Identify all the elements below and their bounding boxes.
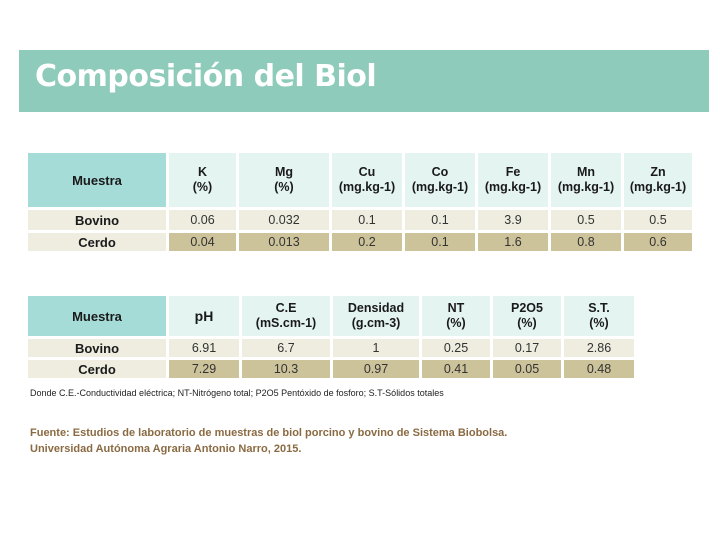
column-header-line1: Cu	[358, 165, 376, 179]
table-cell: 0.06	[169, 210, 236, 230]
column-header-line1: P2O5	[511, 301, 543, 315]
table-cell: 0.1	[332, 210, 402, 230]
row-label: Cerdo	[28, 360, 166, 378]
column-header-fe: Fe (mg.kg-1)	[478, 153, 548, 207]
table-cell: 1.6	[478, 233, 548, 251]
table-row-bovino: Bovino 6.91 6.7 1 0.25 0.17 2.86	[28, 339, 634, 357]
column-header-line1: Fe	[505, 165, 521, 179]
table-cell: 2.86	[564, 339, 634, 357]
abbreviations-note: Donde C.E.-Conductividad eléctrica; NT-N…	[30, 388, 444, 398]
composition-table-minerals: Muestra K (%) Mg (%) Cu (mg.kg-1) Co (mg.kg-…	[25, 150, 695, 254]
column-header-line1: pH	[194, 307, 214, 324]
column-header-line2: (%)	[517, 316, 537, 330]
source-line-2: Universidad Autónoma Agraria Antonio Nar…	[30, 443, 302, 455]
source-citation: Fuente: Estudios de laboratorio de muest…	[30, 425, 507, 457]
column-header-line2: (mS.cm-1)	[255, 316, 317, 330]
table-row-bovino: Bovino 0.06 0.032 0.1 0.1 3.9 0.5 0.5	[28, 210, 692, 230]
column-header-densidad: Densidad (g.cm-3)	[333, 296, 419, 336]
column-header-line1: S.T.	[588, 301, 610, 315]
table-cell: 0.6	[624, 233, 692, 251]
column-header-k: K (%)	[169, 153, 236, 207]
composition-table-physicochemical: Muestra pH C.E (mS.cm-1) Densidad (g.cm-3)…	[25, 293, 637, 381]
table-cell: 1	[333, 339, 419, 357]
column-header-line1: NT	[447, 301, 465, 315]
table-cell: 0.05	[493, 360, 561, 378]
column-header-line1: Co	[431, 165, 449, 179]
table-cell: 7.29	[169, 360, 239, 378]
column-header-line2: (mg.kg-1)	[411, 180, 469, 194]
table-cell: 0.013	[239, 233, 329, 251]
table-cell: 10.3	[242, 360, 330, 378]
table-cell: 0.032	[239, 210, 329, 230]
row-label: Cerdo	[28, 233, 166, 251]
column-header-line1: Mn	[576, 165, 596, 179]
table-cell: 0.2	[332, 233, 402, 251]
column-header-mn: Mn (mg.kg-1)	[551, 153, 621, 207]
column-header-cu: Cu (mg.kg-1)	[332, 153, 402, 207]
column-header-line2: (mg.kg-1)	[484, 180, 542, 194]
column-header-line2: (%)	[589, 316, 609, 330]
column-header-line2: (mg.kg-1)	[629, 180, 687, 194]
table-cell: 0.1	[405, 210, 475, 230]
column-header-line1: K	[197, 165, 208, 179]
column-header-line2: (mg.kg-1)	[338, 180, 396, 194]
column-header-zn: Zn (mg.kg-1)	[624, 153, 692, 207]
table-cell: 0.5	[624, 210, 692, 230]
column-header-muestra: Muestra	[28, 153, 166, 207]
row-label: Bovino	[28, 339, 166, 357]
table-cell: 0.25	[422, 339, 490, 357]
column-header-mg: Mg (%)	[239, 153, 329, 207]
table-row-cerdo: Cerdo 7.29 10.3 0.97 0.41 0.05 0.48	[28, 360, 634, 378]
table-cell: 0.48	[564, 360, 634, 378]
table-cell: 6.7	[242, 339, 330, 357]
column-header-line2: (%)	[446, 316, 466, 330]
title-banner: Composición del Biol	[19, 50, 709, 112]
table-cell: 0.04	[169, 233, 236, 251]
column-header-ce: C.E (mS.cm-1)	[242, 296, 330, 336]
table-cell: 0.8	[551, 233, 621, 251]
table-cell: 0.5	[551, 210, 621, 230]
column-header-line2: (g.cm-3)	[351, 316, 401, 330]
table-cell: 0.97	[333, 360, 419, 378]
column-header-ph: pH	[169, 296, 239, 336]
column-header-line1: Zn	[650, 165, 666, 179]
table-row-cerdo: Cerdo 0.04 0.013 0.2 0.1 1.6 0.8 0.6	[28, 233, 692, 251]
table-cell: 0.41	[422, 360, 490, 378]
page-title: Composición del Biol	[35, 59, 377, 94]
column-header-line1: Mg	[274, 165, 294, 179]
column-header-co: Co (mg.kg-1)	[405, 153, 475, 207]
column-header-line2: (mg.kg-1)	[557, 180, 615, 194]
column-header-p2o5: P2O5 (%)	[493, 296, 561, 336]
column-header-line1: C.E	[275, 301, 297, 315]
column-header-muestra: Muestra	[28, 296, 166, 336]
table-cell: 6.91	[169, 339, 239, 357]
column-header-st: S.T. (%)	[564, 296, 634, 336]
table-cell: 0.17	[493, 339, 561, 357]
source-line-1: Fuente: Estudios de laboratorio de muest…	[30, 427, 508, 439]
column-header-line2: (%)	[274, 180, 294, 194]
table-cell: 3.9	[478, 210, 548, 230]
column-header-nt: NT (%)	[422, 296, 490, 336]
row-label: Bovino	[28, 210, 166, 230]
column-header-line2: (%)	[192, 180, 213, 194]
column-header-line1: Densidad	[347, 301, 405, 315]
table-cell: 0.1	[405, 233, 475, 251]
